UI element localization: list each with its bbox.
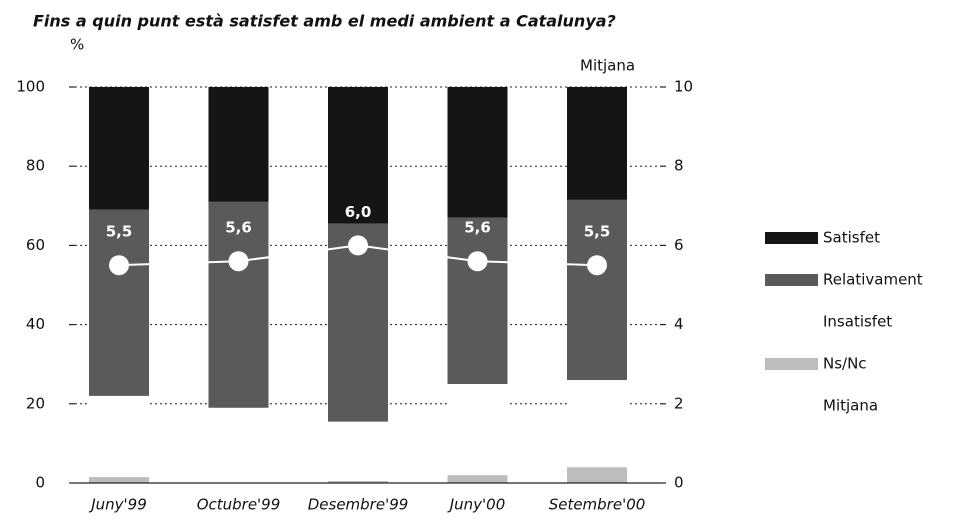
bar-segment [447,87,508,218]
y2-axis-label: Mitjana [580,57,635,75]
legend-swatch [765,358,818,370]
data-label: 5,6 [464,219,491,237]
data-label: 5,6 [225,219,252,237]
y2-tick-label: 6 [674,236,684,254]
y2-tick-label: 2 [674,394,684,412]
bar-segment [89,87,149,210]
y2-tick-label: 8 [674,157,684,175]
bar-segment [89,209,149,396]
bar-segment [208,201,269,408]
y-axis-label: % [70,36,84,54]
y2-tick-label: 0 [674,474,684,492]
bar-segment [447,384,508,476]
line-point [348,235,368,256]
legend-swatch [765,316,818,328]
bar-segment [328,223,388,422]
bar-segment [447,217,508,384]
legend-label: Insatisfet [823,313,892,331]
bar-segment [208,87,269,202]
bar-segment [567,87,627,200]
line-point [467,251,488,272]
line-point [109,255,129,276]
x-tick-label: Setembre'00 [549,496,646,514]
legend-label: Mitjana [823,397,878,415]
bar-segment [89,395,149,478]
bar-segment [328,421,388,482]
y-tick-label: 80 [26,157,45,175]
legend-swatch [765,232,818,244]
y-tick-label: 20 [26,394,45,412]
y-tick-label: 0 [35,474,45,492]
bar-segment [89,477,149,483]
x-tick-label: Juny'00 [447,496,506,514]
line-point [587,255,607,276]
y-tick-label: 60 [26,236,45,254]
chart-title: Fins a quin punt està satisfet amb el me… [33,12,616,31]
x-tick-label: Octubre'99 [197,496,281,514]
data-label: 5,5 [106,223,133,241]
y-tick-label: 100 [16,78,45,96]
bar-segment [328,87,388,224]
bar-segment [208,407,269,483]
y-tick-label: 40 [26,315,45,333]
x-tick-label: Desembre'99 [308,496,409,514]
data-label: 5,5 [584,223,611,241]
bar-segment [567,199,627,381]
bar-segment [567,380,627,468]
legend-label: Satisfet [823,229,880,247]
y2-tick-label: 4 [674,315,684,333]
x-tick-label: Juny'99 [88,496,147,514]
line-point [228,251,249,272]
bar-segment [328,481,388,483]
bar-segment [447,475,508,483]
legend-label: Ns/Nc [823,355,867,373]
y2-tick-label: 10 [674,78,693,96]
bar-segment [567,467,627,483]
legend-label: Relativament [823,271,923,289]
legend-swatch [765,274,818,286]
data-label: 6,0 [345,203,372,221]
